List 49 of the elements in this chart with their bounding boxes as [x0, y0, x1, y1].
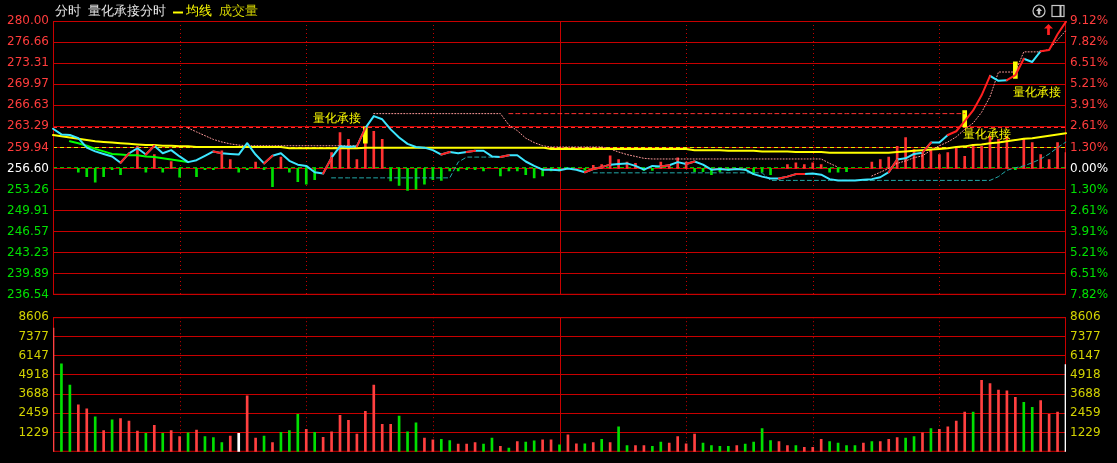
- text: 成交量: [219, 3, 258, 19]
- y-tick-label: 266.63: [7, 97, 49, 112]
- y-tick-label: 269.97: [7, 76, 49, 91]
- y-tick-label: 3688: [18, 386, 49, 401]
- y2-tick-label: 5.21%: [1070, 76, 1109, 91]
- y2-tick-label: 2.61%: [1070, 118, 1109, 133]
- y-tick-label: 8606: [18, 309, 49, 324]
- y-tick-label: 1229: [18, 424, 49, 439]
- legend-label: 均线: [185, 3, 212, 19]
- y2-tick-label: 7.82%: [1070, 286, 1109, 301]
- y-tick-label: 276.66: [7, 34, 49, 49]
- y2-tick-label: 7377: [1070, 328, 1101, 343]
- y2-tick-label: 6147: [1070, 347, 1101, 362]
- y-tick-label: 253.26: [7, 181, 49, 196]
- y-tick-label: 236.54: [7, 286, 49, 301]
- y-tick-label: 246.57: [7, 223, 49, 238]
- y-tick-label: 7377: [18, 328, 49, 343]
- y2-tick-label: 9.12%: [1070, 13, 1109, 28]
- y2-tick-label: 8606: [1070, 309, 1101, 324]
- y2-tick-label: 2459: [1070, 405, 1101, 420]
- y2-tick-label: 0.00%: [1070, 160, 1109, 175]
- y2-tick-label: 3688: [1070, 386, 1101, 401]
- y-tick-label: 259.94: [7, 139, 49, 154]
- y-tick-label: 256.60: [7, 160, 49, 175]
- y2-tick-label: 7.82%: [1070, 34, 1109, 49]
- y-tick-label: 273.31: [7, 55, 49, 70]
- y2-tick-label: 3.91%: [1070, 97, 1109, 112]
- y2-tick-label: 1229: [1070, 424, 1101, 439]
- chart-subtitle: 量化承接分时: [88, 3, 166, 19]
- y2-tick-label: 4918: [1070, 367, 1101, 382]
- y-tick-label: 239.89: [7, 265, 49, 280]
- y2-tick-label: 6.51%: [1070, 55, 1109, 70]
- y-tick-label: 6147: [18, 347, 49, 362]
- series-label: 量化承接: [962, 126, 1011, 141]
- y-tick-label: 263.29: [7, 118, 49, 133]
- text: 量化承接: [1013, 85, 1062, 100]
- y2-tick-label: 1.30%: [1070, 181, 1109, 196]
- y2-tick-label: 2.61%: [1070, 202, 1109, 217]
- y-tick-label: 280.00: [7, 13, 49, 28]
- text: 量化承接: [313, 110, 362, 125]
- y-tick-label: 249.91: [7, 202, 49, 217]
- y-tick-label: 4918: [18, 367, 49, 382]
- y2-tick-label: 3.91%: [1070, 223, 1109, 238]
- y2-tick-label: 1.30%: [1070, 139, 1109, 154]
- chart-title: 分时: [55, 3, 81, 19]
- y-tick-label: 243.23: [7, 244, 49, 259]
- y-tick-label: 2459: [18, 405, 49, 420]
- y2-tick-label: 6.51%: [1070, 265, 1109, 280]
- y2-tick-label: 5.21%: [1070, 244, 1109, 259]
